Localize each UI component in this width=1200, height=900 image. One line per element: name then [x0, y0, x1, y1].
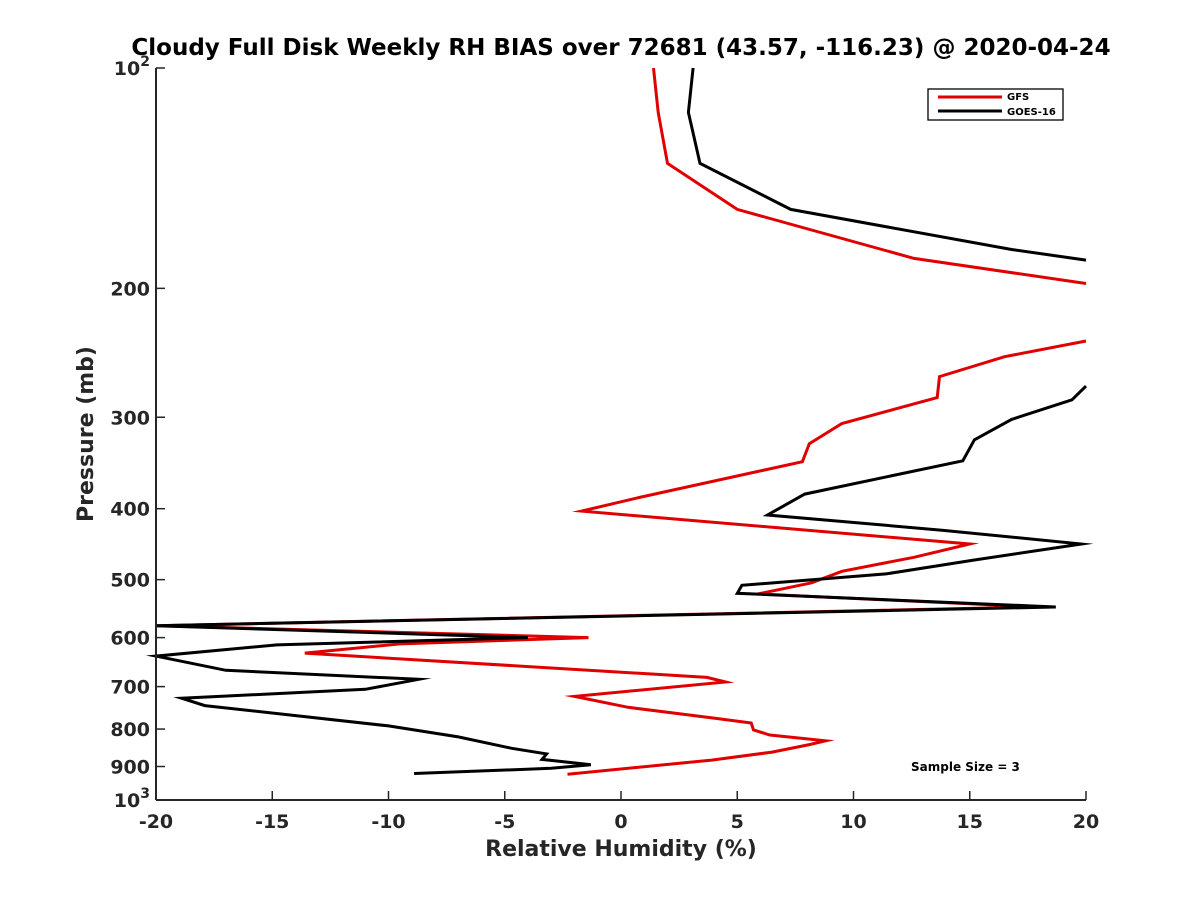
y-tick-label: 500: [110, 570, 150, 592]
y-tick-label: 103: [114, 786, 150, 812]
chart-title: Cloudy Full Disk Weekly RH BIAS over 726…: [131, 35, 1110, 61]
legend-box: [927, 88, 1064, 121]
series-line-goes16-segment-1: [686, 67, 1087, 262]
x-tick-label: -10: [371, 811, 405, 833]
y-tick-label: 400: [110, 499, 150, 521]
series-line-goes16-segment-2: [145, 385, 1094, 775]
y-tick-label: 300: [110, 407, 150, 429]
x-axis-label: Relative Humidity (%): [485, 837, 757, 862]
y-tick-label: 200: [110, 278, 150, 300]
x-tick-label: -5: [494, 811, 515, 833]
y-tick-label: 102: [114, 54, 150, 80]
x-tick-label: 10: [840, 811, 866, 833]
legend: GFS GOES-16: [927, 88, 1064, 121]
x-tick-label: 5: [731, 811, 744, 833]
x-tick-label: -15: [255, 811, 289, 833]
y-tick-label: 600: [110, 628, 150, 650]
y-tick-label: 900: [110, 757, 150, 779]
legend-label-gfs: GFS: [1007, 92, 1029, 103]
series-layer: [145, 67, 1094, 776]
y-tick-label: 800: [110, 719, 150, 741]
y-axis-label: Pressure (mb): [74, 346, 99, 522]
x-ticks: -20 -15 -10 -5 0 5 10 15 20: [139, 791, 1099, 833]
x-tick-label: -20: [139, 811, 173, 833]
series-line-gfs-segment-1: [652, 67, 1087, 285]
y-ticks: 102 200 300 400 500 600 700 800 900 103: [110, 54, 165, 812]
legend-label-goes16: GOES-16: [1007, 107, 1056, 118]
x-tick-label: 15: [957, 811, 983, 833]
x-tick-label: 20: [1073, 811, 1099, 833]
y-tick-label: 700: [110, 677, 150, 699]
plot-area: [156, 68, 1086, 800]
x-tick-label: 0: [614, 811, 627, 833]
sample-size-annotation: Sample Size = 3: [911, 760, 1020, 774]
